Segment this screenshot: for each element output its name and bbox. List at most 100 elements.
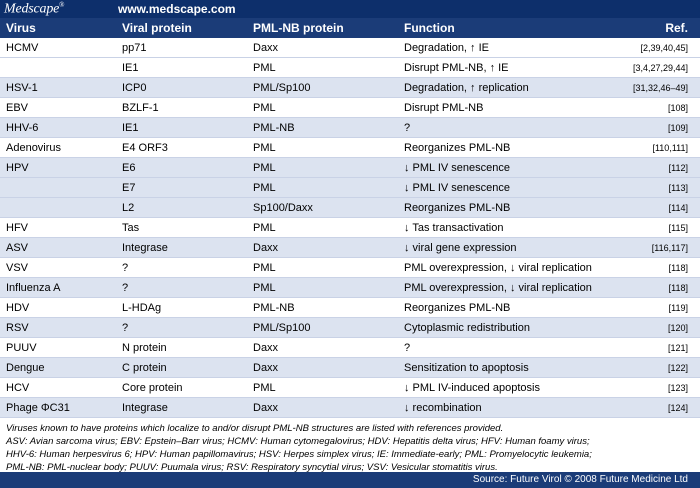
cell-pml-nb-protein: PML/Sp100 [253,82,311,94]
note-line: HHV-6: Human herpesvirus 6; HPV: Human p… [6,449,592,460]
cell-viral-protein: N protein [122,342,167,354]
cell-viral-protein: Tas [122,222,140,234]
cell-virus: HHV-6 [6,122,39,134]
cell-virus: ASV [6,242,29,254]
cell-pml-nb-protein: PML-NB [253,302,295,314]
cell-function: Disrupt PML-NB [404,102,484,114]
cell-ref: [124] [667,403,688,413]
cell-pml-nb-protein: Daxx [253,362,279,374]
cell-viral-protein: ? [122,262,129,274]
table-row: HFV Tas PML ↓ Tas transactivation [115] [0,218,700,238]
cell-virus: HDV [6,302,30,314]
note-line: Viruses known to have proteins which loc… [6,423,504,434]
cell-ref: [109] [667,123,688,133]
cell-function: ↓ PML IV senescence [404,182,510,194]
column-header-pml-nb-protein: PML-NB protein [253,21,344,35]
cell-function: ↓ PML IV-induced apoptosis [404,382,540,394]
cell-viral-protein: BZLF-1 [122,102,159,114]
cell-viral-protein: Integrase [122,242,168,254]
cell-viral-protein: IE1 [122,122,139,134]
cell-ref: [114] [668,203,688,213]
cell-virus: Dengue [6,362,45,374]
cell-viral-protein: ICP0 [122,82,147,94]
cell-pml-nb-protein: PML [253,162,276,174]
table-row: HHV-6 IE1 PML-NB? [109] [0,118,700,138]
table-row: VSV? PML PML overexpression, ↓ viral repli… [0,258,700,278]
table-row: L2 Sp100/Daxx Reorganizes PML-NB [114] [0,198,700,218]
cell-viral-protein: E6 [122,162,136,174]
cell-viral-protein: Core protein [122,382,183,394]
cell-virus: Adenovirus [6,142,62,154]
cell-function: PML overexpression, ↓ viral replication [404,262,592,274]
cell-ref: [120] [667,323,688,333]
cell-pml-nb-protein: PML [253,282,276,294]
table-row: HDV L-HDAg PML-NB Reorganizes PML-NB [119] [0,298,700,318]
column-header-viral-protein: Viral protein [122,21,192,35]
cell-function: Degradation, ↑ replication [404,82,529,94]
source-credit: Source: Future Virol © 2008 Future Medic… [472,474,688,485]
cell-viral-protein: ? [122,322,129,334]
cell-ref: [108] [667,103,688,113]
table-row: E7 PML ↓ PML IV senescence [113] [0,178,700,198]
cell-pml-nb-protein: Daxx [253,402,279,414]
cell-pml-nb-protein: PML-NB [253,122,295,134]
cell-function: ↓ viral gene expression [404,242,517,254]
cell-pml-nb-protein: PML [253,182,276,194]
cell-virus: HCMV [6,42,39,54]
cell-virus: EBV [6,102,29,114]
cell-ref: [123] [667,383,688,393]
table-row: HSV-1 ICP0 PML/Sp100 Degradation, ↑ replica… [0,78,700,98]
cell-function: Reorganizes PML-NB [404,302,511,314]
cell-ref: [121] [667,343,688,353]
cell-viral-protein: pp71 [122,42,147,54]
table-header: Virus Viral protein PML-NB protein Funct… [0,18,700,38]
cell-pml-nb-protein: PML [253,222,276,234]
table-row: HPV E6 PML ↓ PML IV senescence [112] [0,158,700,178]
table-row: Adenovirus E4 ORF3 PML Reorganizes PML-NB [1… [0,138,700,158]
cell-virus: HFV [6,222,28,234]
cell-function: Degradation, ↑ IE [404,42,489,54]
cell-pml-nb-protein: Daxx [253,42,279,54]
cell-ref: [118] [668,263,688,273]
cell-viral-protein: L-HDAg [122,302,162,314]
cell-virus: VSV [6,262,29,274]
cell-ref: [110,111] [652,143,688,153]
logo-text: Medscape [4,1,60,17]
table-row: Dengue C protein Daxx Sensitization to apop… [0,358,700,378]
cell-viral-protein: C protein [122,362,167,374]
medscape-logo[interactable]: Medscape® [4,1,64,18]
cell-viral-protein: E7 [122,182,136,194]
site-url[interactable]: www.medscape.com [118,2,236,16]
note-line: PML-NB: PML-nuclear body; PUUV: Puumala … [6,462,498,473]
cell-ref: [2,39,40,45] [640,43,688,53]
cell-ref: [113] [668,183,688,193]
cell-ref: [112] [668,163,688,173]
cell-viral-protein: IE1 [122,62,139,74]
note-line: ASV: Avian sarcoma virus; EBV: Epstein–B… [6,436,590,447]
cell-function: Cytoplasmic redistribution [404,322,530,334]
table-row: HCMV pp71 Daxx Degradation, ↑ IE [2,39,40,45… [0,38,700,58]
cell-pml-nb-protein: PML [253,262,276,274]
cell-function: PML overexpression, ↓ viral replication [404,282,592,294]
column-header-virus: Virus [6,21,36,35]
table-row: IE1 PML Disrupt PML-NB, ↑ IE [3,4,27,29,44] [0,58,700,78]
table-row: HCV Core protein PML ↓ PML IV-induced apopt… [0,378,700,398]
cell-virus: RSV [6,322,29,334]
cell-pml-nb-protein: PML [253,382,276,394]
cell-ref: [116,117] [651,243,688,253]
cell-ref: [118] [668,283,688,293]
table-row: Phage ΦC31 Integrase Daxx ↓ recombination [1… [0,398,700,418]
cell-ref: [31,32,46–49] [632,83,688,93]
table-row: Influenza A? PML PML overexpression, ↓ vir… [0,278,700,298]
cell-pml-nb-protein: PML [253,62,276,74]
column-header-function: Function [404,21,455,35]
cell-function: ↓ recombination [404,402,482,414]
cell-viral-protein: L2 [122,202,135,214]
cell-ref: [115] [668,223,688,233]
cell-ref: [119] [668,303,688,313]
column-header-ref: Ref. [665,21,688,35]
table-row: ASV Integrase Daxx ↓ viral gene expression [… [0,238,700,258]
logo-mark: ® [59,1,65,9]
table-row: RSV? PML/Sp100 Cytoplasmic redistribution [… [0,318,700,338]
cell-function: Disrupt PML-NB, ↑ IE [404,62,509,74]
